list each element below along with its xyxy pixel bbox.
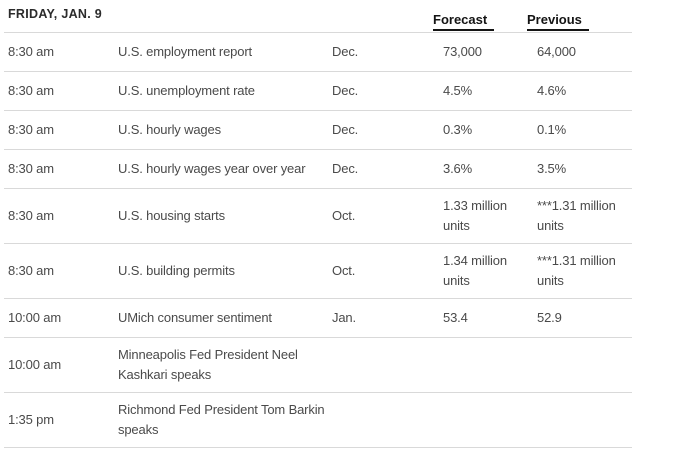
forecast-cell: 3.6% (443, 161, 473, 176)
report-cell: U.S. hourly wages (118, 122, 221, 137)
report-cell: Minneapolis Fed President Neel Kashkari … (118, 347, 298, 382)
period-cell: Jan. (332, 310, 356, 325)
report-cell: UMich consumer sentiment (118, 310, 272, 325)
period-cell: Dec. (332, 161, 359, 176)
date-heading: FRIDAY, JAN. 9 (8, 7, 103, 21)
period-cell: Dec. (332, 83, 359, 98)
time-cell: 8:30 am (8, 208, 54, 223)
period-cell: Dec. (332, 122, 359, 137)
forecast-cell: 0.3% (443, 122, 473, 137)
previous-cell: ***1.31 million units (537, 253, 616, 288)
report-cell: Richmond Fed President Tom Barkin speaks (118, 402, 325, 437)
table-row: 8:30 am U.S. employment report Dec. 73,0… (4, 33, 632, 72)
table-row: 8:30 am U.S. hourly wages year over year… (4, 150, 632, 189)
previous-cell: 52.9 (537, 310, 562, 325)
forecast-cell: 53.4 (443, 310, 468, 325)
time-cell: 8:30 am (8, 44, 54, 59)
time-cell: 10:00 am (8, 310, 62, 325)
report-cell: U.S. housing starts (118, 208, 225, 223)
report-cell: U.S. building permits (118, 263, 235, 278)
time-cell: 8:30 am (8, 122, 54, 137)
period-cell: Oct. (332, 263, 356, 278)
table-row: 8:30 am U.S. hourly wages Dec. 0.3% 0.1% (4, 111, 632, 150)
time-cell: 8:30 am (8, 83, 54, 98)
table-row: 10:00 am UMich consumer sentiment Jan. 5… (4, 299, 632, 338)
table-row: 8:30 am U.S. building permits Oct. 1.34 … (4, 244, 632, 299)
report-cell: U.S. employment report (118, 44, 252, 59)
column-header-forecast: Forecast (433, 12, 495, 31)
previous-cell: 64,000 (537, 44, 576, 59)
column-headers: Forecast Previous (4, 12, 632, 31)
time-cell: 8:30 am (8, 263, 54, 278)
report-cell: U.S. hourly wages year over year (118, 161, 306, 176)
report-cell: U.S. unemployment rate (118, 83, 255, 98)
calendar-rows: 8:30 am U.S. employment report Dec. 73,0… (4, 33, 632, 448)
table-row: 8:30 am U.S. unemployment rate Dec. 4.5%… (4, 72, 632, 111)
previous-cell: 0.1% (537, 122, 567, 137)
table-row: 1:35 pm Richmond Fed President Tom Barki… (4, 393, 632, 448)
time-cell: 1:35 pm (8, 412, 54, 427)
economic-calendar: FRIDAY, JAN. 9 Forecast Previous 8:30 am… (4, 0, 632, 448)
forecast-cell: 1.33 million units (443, 198, 507, 233)
period-cell: Dec. (332, 44, 359, 59)
time-cell: 10:00 am (8, 357, 62, 372)
forecast-cell: 4.5% (443, 83, 473, 98)
forecast-cell: 73,000 (443, 44, 482, 59)
table-row: 8:30 am U.S. housing starts Oct. 1.33 mi… (4, 189, 632, 244)
forecast-cell: 1.34 million units (443, 253, 507, 288)
table-row: 10:00 am Minneapolis Fed President Neel … (4, 338, 632, 393)
period-cell: Oct. (332, 208, 356, 223)
column-header-previous: Previous (527, 12, 589, 31)
previous-cell: 3.5% (537, 161, 567, 176)
previous-cell: ***1.31 million units (537, 198, 616, 233)
previous-cell: 4.6% (537, 83, 567, 98)
calendar-header: FRIDAY, JAN. 9 Forecast Previous (4, 0, 632, 33)
time-cell: 8:30 am (8, 161, 54, 176)
